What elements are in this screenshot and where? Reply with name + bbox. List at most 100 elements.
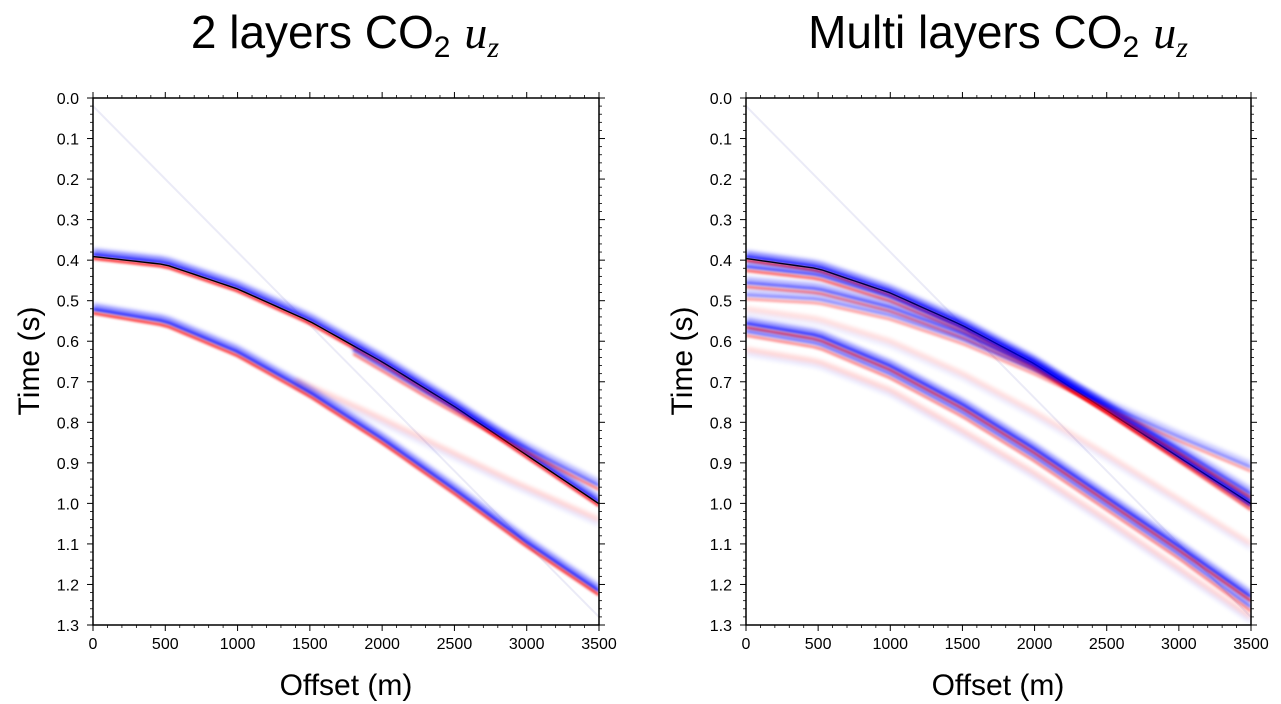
y-tick-label: 1.2 <box>710 577 732 594</box>
reflection-event <box>746 251 1251 507</box>
x-axis-label: Offset (m) <box>932 669 1065 702</box>
x-tick-label: 0 <box>89 636 98 653</box>
direct-wave-trace <box>746 105 1251 618</box>
event-blue-halo <box>746 326 1251 608</box>
reflection-event <box>294 377 599 526</box>
y-tick-label: 0.0 <box>710 91 732 108</box>
event-blue-lobe <box>93 253 599 503</box>
x-tick-label: 1500 <box>292 636 328 653</box>
reflection-event <box>351 344 599 491</box>
y-tick-label: 0.7 <box>57 375 79 392</box>
panel-title: 2 layers CO2 uz <box>191 6 500 64</box>
event-blue-halo <box>351 344 599 486</box>
event-red-lobe <box>746 306 1251 546</box>
y-tick-label: 0.2 <box>710 172 732 189</box>
y-tick-label: 1.0 <box>710 496 732 513</box>
x-tick-label: 1000 <box>872 636 908 653</box>
panel-2-layers: 2 layers CO2 uz 0 500 1000 1500 2000 2500 3000 3… <box>13 6 617 702</box>
event-blue-lobe <box>352 348 599 487</box>
reflection-event <box>746 289 1251 473</box>
y-tick-label: 0.5 <box>710 294 732 311</box>
y-tick-label: 0.9 <box>710 456 732 473</box>
y-tick-label: 0.5 <box>57 294 79 311</box>
event-red-lobe <box>746 297 1251 473</box>
y-tick-label: 1.3 <box>710 618 732 635</box>
x-tick-labels: 0 500 1000 1500 2000 2500 3000 3500 <box>89 636 617 653</box>
y-tick-label: 0.6 <box>57 334 79 351</box>
x-tick-label: 3000 <box>509 636 545 653</box>
y-tick-label: 0.2 <box>57 172 79 189</box>
panel-title: Multi layers CO2 uz <box>808 6 1188 64</box>
x-tick-label: 3500 <box>1233 636 1269 653</box>
event-blue-lobe <box>93 307 599 592</box>
reflection-event <box>746 306 1251 551</box>
event-blue-lobe <box>746 330 1251 609</box>
y-tick-label: 0.8 <box>710 415 732 432</box>
event-blue-lobe <box>746 312 1251 551</box>
reflection-event <box>746 347 1251 624</box>
x-tick-label: 500 <box>152 636 179 653</box>
event-blue-lobe <box>746 322 1251 599</box>
y-axis-label: Time (s) <box>666 307 699 416</box>
event-blue-halo <box>93 303 599 592</box>
y-tick-label: 0.0 <box>57 91 79 108</box>
x-tick-label: 1500 <box>945 636 981 653</box>
x-tick-label: 1000 <box>220 636 256 653</box>
x-tick-label: 2000 <box>1017 636 1053 653</box>
event-red-lobe <box>746 334 1251 613</box>
x-tick-label: 2000 <box>364 636 400 653</box>
y-tick-label: 0.4 <box>710 253 732 270</box>
plot-frame <box>745 97 1252 626</box>
y-axis-label: Time (s) <box>13 307 46 416</box>
seismic-events <box>93 105 599 618</box>
event-blue-lobe <box>294 383 599 526</box>
y-tick-label: 1.3 <box>57 618 79 635</box>
x-tick-labels: 0 500 1000 1500 2000 2500 3000 3500 <box>742 636 1269 653</box>
plot-frame <box>92 97 600 626</box>
x-tick-label: 3000 <box>1161 636 1197 653</box>
event-blue-lobe <box>746 293 1251 469</box>
x-tick-label: 2500 <box>437 636 473 653</box>
y-tick-label: 0.6 <box>710 334 732 351</box>
panel-multi-layers: Multi layers CO2 uz 0 500 1000 1500 2000 2500 3… <box>666 6 1269 702</box>
axis-ticks <box>87 92 605 631</box>
event-blue-halo <box>746 289 1251 468</box>
y-tick-label: 0.9 <box>57 456 79 473</box>
y-tick-label: 0.8 <box>57 415 79 432</box>
reflection-event <box>746 277 1251 499</box>
y-tick-label: 1.1 <box>710 537 732 554</box>
event-red-lobe <box>746 269 1251 511</box>
reflection-event <box>93 303 599 597</box>
event-blue-halo <box>746 318 1251 598</box>
y-tick-label: 1.1 <box>57 537 79 554</box>
x-tick-label: 2500 <box>1089 636 1125 653</box>
y-tick-label: 0.3 <box>710 213 732 230</box>
y-tick-label: 1.2 <box>57 577 79 594</box>
event-blue-halo <box>93 249 599 502</box>
event-red-lobe <box>294 377 599 522</box>
axis-ticks <box>740 92 1257 631</box>
x-tick-label: 500 <box>805 636 832 653</box>
event-red-lobe <box>746 347 1251 619</box>
event-red-lobe <box>93 257 599 507</box>
event-peak-line <box>93 255 599 505</box>
y-tick-label: 0.1 <box>57 132 79 149</box>
x-tick-label: 0 <box>742 636 751 653</box>
event-red-lobe <box>352 352 599 491</box>
y-tick-labels: 0.0 0.1 0.2 0.3 0.4 0.5 0.6 0.7 0.8 0.9 1.0 1.1 1.2 1… <box>710 91 732 635</box>
event-blue-lobe <box>746 265 1251 507</box>
x-tick-label: 3500 <box>581 636 617 653</box>
event-blue-lobe <box>746 352 1251 624</box>
y-tick-labels: 0.0 0.1 0.2 0.3 0.4 0.5 0.6 0.7 0.8 0.9 1.0 1.1 1.2 1… <box>57 91 79 635</box>
y-tick-label: 0.1 <box>710 132 732 149</box>
event-blue-lobe <box>746 281 1251 495</box>
event-blue-halo <box>746 277 1251 494</box>
seismic-events <box>746 105 1251 624</box>
y-tick-label: 0.7 <box>710 375 732 392</box>
event-red-lobe <box>93 312 599 597</box>
y-tick-label: 0.3 <box>57 213 79 230</box>
reflection-event <box>93 249 599 507</box>
x-axis-label: Offset (m) <box>280 669 413 702</box>
y-tick-label: 1.0 <box>57 496 79 513</box>
